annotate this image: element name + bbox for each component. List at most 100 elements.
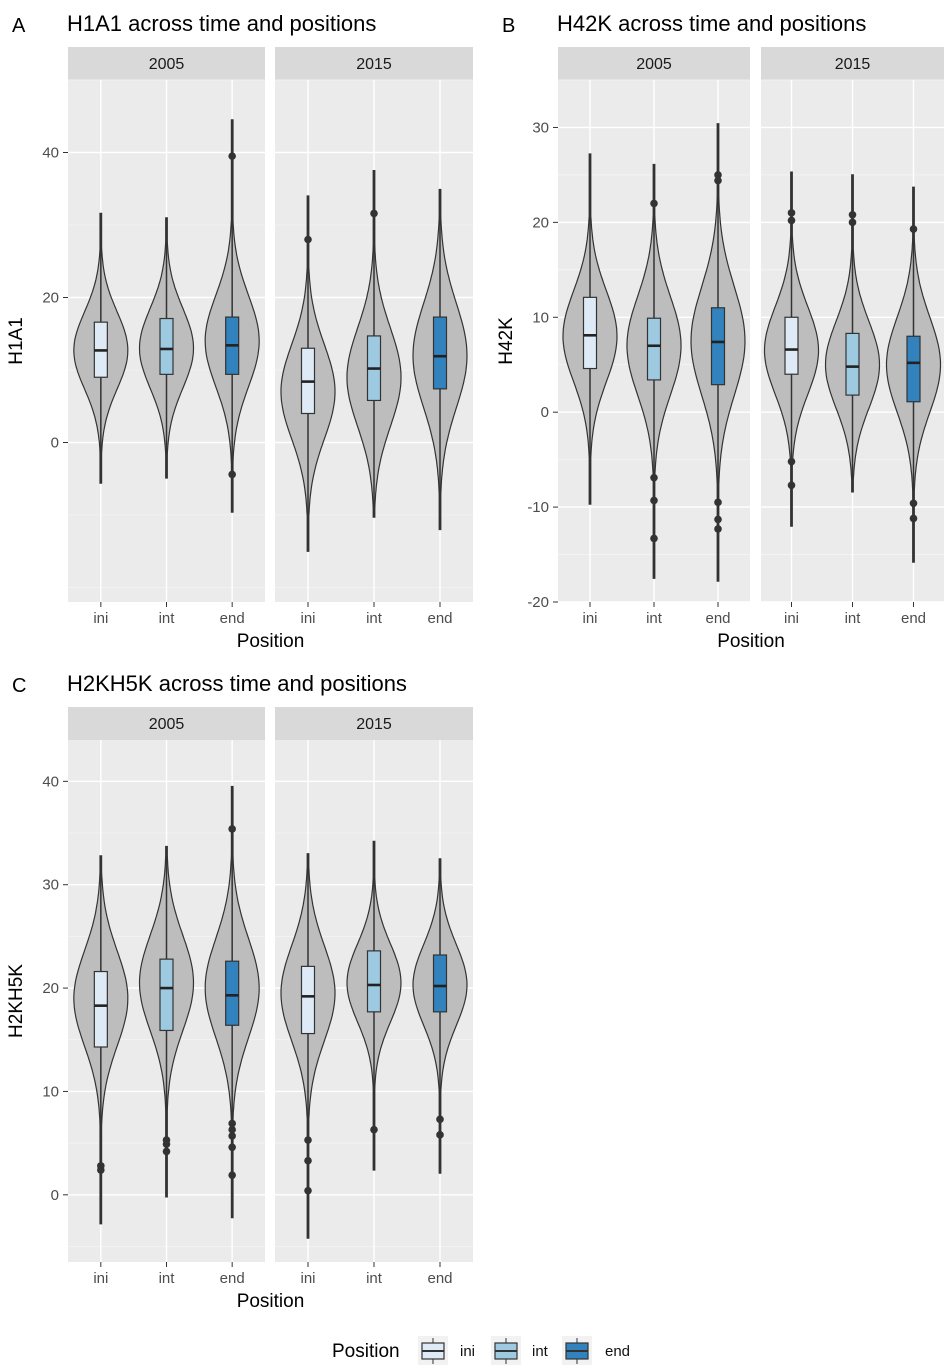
outlier-point xyxy=(228,825,236,833)
x-tick-label: end xyxy=(220,610,245,627)
x-tick-label: ini xyxy=(93,610,108,627)
x-tick-label: end xyxy=(427,1270,452,1287)
x-tick-label: int xyxy=(366,610,383,627)
outlier-point xyxy=(228,1125,236,1134)
facet-label: 2015 xyxy=(356,716,392,733)
facet-2005: 2005 ini int end xyxy=(558,47,750,627)
y-tick-label: 10 xyxy=(532,309,549,326)
legend-key-int xyxy=(491,1336,521,1366)
y-tick-label: 30 xyxy=(42,877,59,894)
outlier-point xyxy=(909,499,918,508)
box-ini xyxy=(582,296,598,370)
y-tick-label: 0 xyxy=(51,1187,59,1204)
outlier-point xyxy=(787,481,796,490)
box-end xyxy=(432,954,448,1013)
outlier-point xyxy=(909,225,918,233)
legend-label-ini: ini xyxy=(460,1343,475,1360)
facet-label: 2005 xyxy=(149,716,185,733)
y-tick-label: 20 xyxy=(42,980,59,997)
y-tick-label: 40 xyxy=(42,145,59,162)
chart-panel-a: A H1A1 across time and positions H1A1 0 20 40… xyxy=(6,11,473,652)
x-axis-label: Position xyxy=(237,1291,305,1312)
x-axis-label: Position xyxy=(717,631,785,652)
legend-key-ini xyxy=(418,1336,448,1366)
x-axis-label: Position xyxy=(237,631,305,652)
y-tick-label: 0 xyxy=(541,404,549,421)
facet-label: 2005 xyxy=(636,56,672,73)
outlier-point xyxy=(304,1186,312,1195)
x-tick-label: int xyxy=(366,1270,383,1287)
y-tick-label: 20 xyxy=(532,214,549,231)
legend-title: Position xyxy=(332,1341,400,1362)
x-tick-label: ini xyxy=(93,1270,108,1287)
outlier-point xyxy=(714,176,722,185)
facet-2015: 2015 ini int end xyxy=(761,47,944,627)
panel-letter: C xyxy=(12,675,26,697)
legend-key-end xyxy=(562,1336,592,1366)
outlier-point xyxy=(162,1147,171,1156)
facet-label: 2005 xyxy=(149,56,185,73)
facet-strip xyxy=(68,47,265,80)
outlier-point xyxy=(228,1132,236,1140)
facet-2015: 2015 ini int end xyxy=(275,707,473,1287)
box-ini xyxy=(300,965,316,1035)
box-int xyxy=(845,332,860,396)
box-end xyxy=(225,960,240,1026)
outlier-point xyxy=(787,457,796,466)
outlier-point xyxy=(848,218,857,227)
facet-2005: 2005 ini int end xyxy=(68,707,265,1287)
outlier-point xyxy=(787,216,796,225)
facet-2005: 2005 ini int end xyxy=(68,47,265,627)
outlier-point xyxy=(909,514,918,523)
outlier-point xyxy=(650,199,658,208)
y-axis-label: H42K xyxy=(496,317,517,365)
box-ini xyxy=(93,970,108,1048)
outlier-point xyxy=(650,473,658,482)
outlier-point xyxy=(714,515,722,524)
y-tick-label: 20 xyxy=(42,290,59,307)
x-tick-label: int xyxy=(159,610,176,627)
x-tick-label: ini xyxy=(300,610,315,627)
y-tick-label: 0 xyxy=(51,435,59,452)
outlier-point xyxy=(714,525,722,533)
facet-strip xyxy=(68,707,265,740)
x-tick-label: ini xyxy=(784,610,799,627)
y-axis-label: H2KH5K xyxy=(6,964,27,1038)
x-tick-label: int xyxy=(845,610,862,627)
outlier-point xyxy=(97,1166,105,1174)
outlier-point xyxy=(304,1156,312,1165)
box-end xyxy=(432,316,448,390)
facet-label: 2015 xyxy=(835,56,871,73)
facet-strip xyxy=(558,47,750,80)
x-tick-label: int xyxy=(646,610,663,627)
y-tick-label: 40 xyxy=(42,773,59,790)
panel-letter: B xyxy=(502,15,515,37)
box-end xyxy=(710,307,726,386)
legend: Position ini int end xyxy=(332,1336,630,1366)
y-axis-label: H1A1 xyxy=(6,317,27,365)
x-tick-label: end xyxy=(220,1270,245,1287)
outlier-point xyxy=(370,1125,378,1134)
box-ini xyxy=(784,316,799,375)
chart-title: H42K across time and positions xyxy=(557,11,866,36)
y-tick-label: 30 xyxy=(532,119,549,136)
outlier-point xyxy=(650,496,658,505)
panel-letter: A xyxy=(12,15,26,37)
outlier-point xyxy=(436,1131,444,1139)
outlier-point xyxy=(304,1136,312,1144)
outlier-point xyxy=(228,1143,236,1152)
chart-panel-b: B H42K across time and positions H42K -20 -1… xyxy=(496,11,944,652)
chart-title: H2KH5K across time and positions xyxy=(67,671,407,696)
outlier-point xyxy=(650,534,658,543)
facet-strip xyxy=(275,47,473,80)
legend-label-int: int xyxy=(532,1343,549,1360)
outlier-point xyxy=(228,1171,236,1179)
outlier-point xyxy=(370,209,378,218)
facet-2015: 2015 ini int end xyxy=(275,47,473,627)
x-tick-label: end xyxy=(427,610,452,627)
box-int xyxy=(159,958,174,1032)
box-int xyxy=(159,317,174,375)
outlier-point xyxy=(304,235,312,244)
box-int xyxy=(366,950,382,1013)
x-tick-label: int xyxy=(159,1270,176,1287)
